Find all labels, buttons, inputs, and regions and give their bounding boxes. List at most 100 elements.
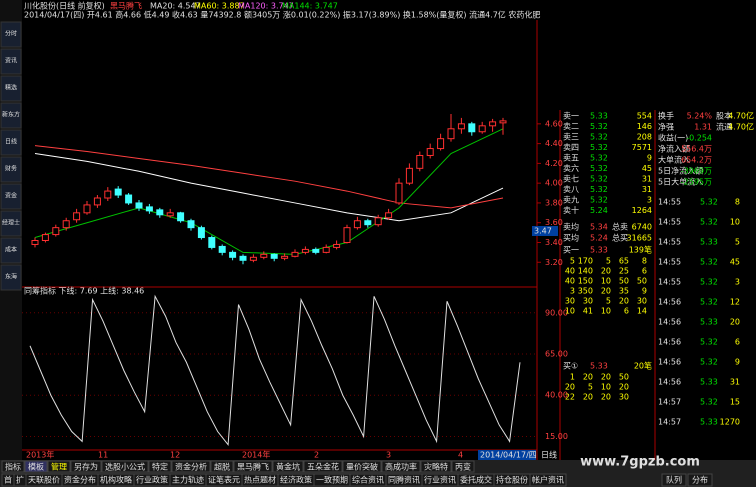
side-tab-label[interactable]: 资讯 (5, 57, 17, 65)
tab-label[interactable]: 行业政策 (136, 475, 168, 485)
trade-price: 5.33 (700, 418, 718, 427)
tab-label[interactable]: 同腾资讯 (388, 475, 420, 485)
tab-label[interactable]: 资金分析 (175, 462, 207, 472)
side-tab-label[interactable]: 精选 (5, 84, 17, 92)
tab-label[interactable]: 扩 (16, 475, 24, 485)
tab-label[interactable]: 特定 (152, 462, 168, 472)
queue-volume: 20 (583, 373, 593, 382)
tab-label[interactable]: 另存为 (74, 462, 98, 472)
tab-label[interactable]: 指标 (5, 462, 21, 472)
side-tab[interactable] (0, 129, 22, 156)
trade-time: 14:56 (658, 338, 681, 347)
tab[interactable] (210, 460, 234, 473)
side-tab-label[interactable]: 新东方 (2, 111, 20, 119)
x-tick-label: 2014年 (242, 450, 270, 460)
tab-label[interactable]: 综合资讯 (352, 475, 384, 485)
tab-label[interactable]: 量价突破 (346, 462, 378, 472)
stat-value: 4.70亿 (728, 122, 754, 132)
tab-label[interactable]: 行业资讯 (424, 475, 456, 485)
side-tab[interactable] (0, 48, 22, 75)
tab-label[interactable]: 主力轨迹 (172, 475, 204, 485)
tab-label[interactable]: 队列 (666, 475, 682, 485)
tab-label[interactable]: 委托成交 (460, 475, 492, 485)
trade-volume: 45 (730, 258, 740, 267)
tab-label[interactable]: 热点题材 (244, 475, 276, 485)
tab-label[interactable]: 天联股价 (28, 476, 60, 485)
tab[interactable] (272, 460, 304, 473)
side-tab[interactable] (0, 183, 22, 210)
tab-label[interactable]: 持仓股份 (496, 475, 528, 485)
tab[interactable] (420, 460, 452, 473)
queue-volume: 10 (601, 383, 611, 392)
side-tab[interactable] (0, 75, 22, 102)
trade-price: 5.32 (700, 358, 718, 367)
tab-label[interactable]: 黄金坑 (276, 462, 300, 472)
queue-volume: 20 (619, 297, 629, 306)
tab[interactable] (661, 473, 687, 487)
queue-volume: 25 (619, 267, 629, 276)
tab-label[interactable]: 选股小公式 (105, 462, 145, 472)
queue-volume: 41 (583, 307, 593, 316)
stat-label: 5日净流入额 (658, 166, 703, 176)
tab[interactable] (303, 460, 343, 473)
tab[interactable] (381, 460, 421, 473)
tab-label[interactable]: 五朵金花 (307, 462, 339, 472)
tab-label[interactable]: 帐户资讯 (532, 475, 564, 485)
side-tab-label[interactable]: 经理士 (2, 219, 20, 227)
trade-time: 14:55 (658, 278, 681, 287)
side-tab-label[interactable]: 东海 (5, 273, 17, 281)
tab-label[interactable]: 证笔表元 (208, 475, 240, 485)
tab-label[interactable]: 机构攻略 (100, 475, 132, 485)
tab-label[interactable]: 首 (4, 475, 12, 485)
tab-label[interactable]: 管理 (51, 462, 67, 472)
queue-volume: 50 (619, 277, 629, 286)
side-tab[interactable] (0, 210, 22, 237)
stat-label: 净流入额 (658, 144, 690, 154)
side-tab[interactable] (0, 102, 22, 129)
queue-volume: 65 (619, 257, 629, 266)
tab-label[interactable]: 分布 (692, 475, 708, 485)
book-price: 5.32 (590, 175, 608, 184)
tab[interactable] (24, 460, 48, 473)
tab-label[interactable]: 黑马腾飞 (237, 462, 269, 472)
side-tab[interactable] (0, 237, 22, 264)
side-tab-label[interactable]: 资金 (5, 192, 17, 200)
book-label: 卖十 (563, 205, 579, 215)
side-tab[interactable] (0, 156, 22, 183)
tab-label[interactable]: 模板 (28, 462, 44, 472)
candle-body (468, 123, 476, 133)
tab[interactable] (47, 460, 71, 473)
tab-label[interactable]: 超脱 (214, 462, 230, 472)
candle-body (333, 243, 341, 248)
side-tab-label[interactable]: 财务 (5, 165, 17, 173)
tab[interactable] (342, 460, 382, 473)
stat-label: 净强 (658, 122, 674, 132)
side-tab-label[interactable]: 分时 (5, 30, 17, 38)
side-tab[interactable] (0, 21, 22, 48)
tab[interactable] (1, 460, 25, 473)
tab[interactable] (171, 460, 211, 473)
trade-time: 14:56 (658, 378, 681, 387)
trade-price: 5.32 (700, 258, 718, 267)
queue-volume: 350 (578, 287, 593, 296)
tab[interactable] (687, 473, 713, 487)
queue-volume: 9 (642, 287, 647, 296)
tab-label[interactable]: 高成功率 (385, 462, 417, 472)
stat-label: 收益(一) (658, 133, 688, 143)
queue-volume: 3 (570, 287, 575, 296)
tab[interactable] (233, 460, 273, 473)
side-tab-label[interactable]: 成本 (5, 246, 17, 254)
side-tab-label[interactable]: 日线 (5, 138, 17, 146)
side-tab[interactable] (0, 264, 22, 291)
tab[interactable] (529, 473, 567, 487)
tab[interactable] (101, 460, 149, 473)
tab-label[interactable]: 资金分布 (64, 475, 96, 485)
tab-label[interactable]: 灾略特 (424, 462, 448, 472)
tab[interactable] (451, 460, 475, 473)
tab[interactable] (148, 460, 172, 473)
tab-label[interactable]: 丙变 (455, 462, 471, 472)
tab-label[interactable]: 经济政策 (280, 475, 312, 485)
tab-label[interactable]: 一致预期 (316, 475, 348, 485)
tab[interactable] (70, 460, 102, 473)
